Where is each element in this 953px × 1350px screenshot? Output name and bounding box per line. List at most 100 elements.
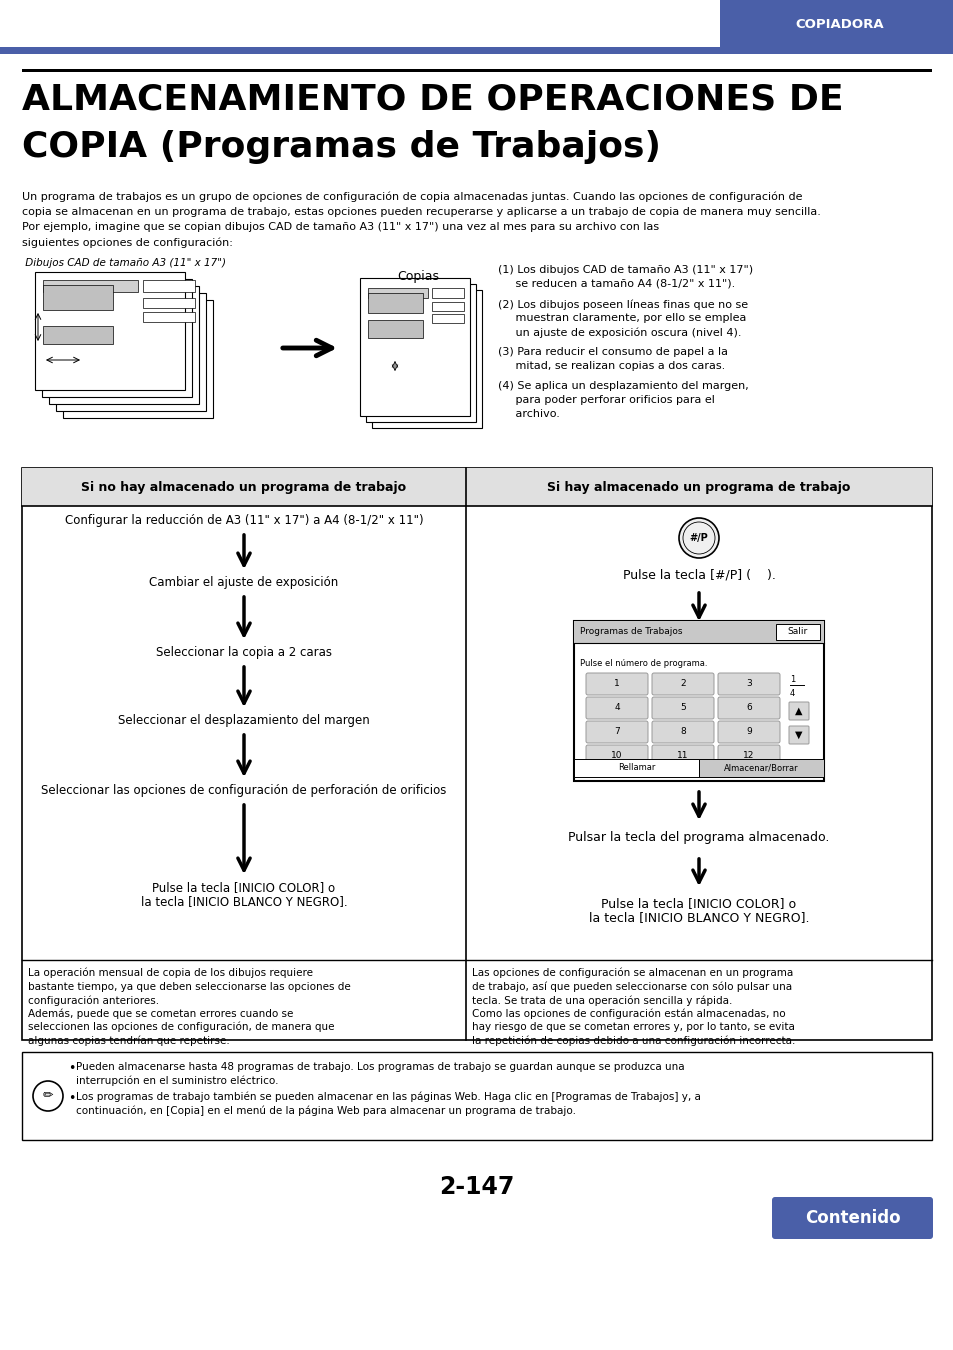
Text: Las opciones de configuración se almacenan en un programa: Las opciones de configuración se almacen… (472, 968, 792, 979)
Text: Pulse la tecla [INICIO COLOR] o: Pulse la tecla [INICIO COLOR] o (152, 882, 335, 894)
FancyBboxPatch shape (585, 721, 647, 743)
Circle shape (33, 1081, 63, 1111)
FancyBboxPatch shape (651, 721, 713, 743)
Bar (143, 312, 194, 323)
Text: (2) Los dibujos poseen líneas finas que no se: (2) Los dibujos poseen líneas finas que … (497, 298, 747, 309)
FancyBboxPatch shape (651, 674, 713, 695)
Text: siguientes opciones de configuración:: siguientes opciones de configuración: (22, 238, 233, 247)
FancyBboxPatch shape (788, 726, 808, 744)
Bar (143, 279, 194, 292)
Text: Contenido: Contenido (803, 1210, 900, 1227)
Text: bastante tiempo, ya que deben seleccionarse las opciones de: bastante tiempo, ya que deben selecciona… (28, 981, 351, 991)
Bar (35, 271, 185, 390)
Bar (699, 759, 823, 778)
FancyBboxPatch shape (651, 697, 713, 720)
Text: Un programa de trabajos es un grupo de opciones de configuración de copia almace: Un programa de trabajos es un grupo de o… (22, 192, 801, 202)
Text: de trabajo, así que pueden seleccionarse con sólo pulsar una: de trabajo, así que pueden seleccionarse… (472, 981, 791, 992)
Text: Rellamar: Rellamar (618, 764, 655, 772)
Bar (42, 279, 192, 397)
Bar (143, 298, 194, 308)
Text: 8: 8 (679, 728, 685, 737)
Circle shape (679, 518, 719, 558)
Text: algunas copias tendrían que repetirse.: algunas copias tendrían que repetirse. (28, 1035, 230, 1046)
Text: 1: 1 (614, 679, 619, 688)
Text: Seleccionar la copia a 2 caras: Seleccionar la copia a 2 caras (156, 647, 332, 659)
Bar (574, 621, 823, 782)
Bar (63, 300, 213, 418)
Text: copia se almacenan en un programa de trabajo, estas opciones pueden recuperarse : copia se almacenan en un programa de tra… (22, 207, 820, 217)
Bar (574, 621, 823, 643)
Text: 2-147: 2-147 (438, 1174, 515, 1199)
Text: 6: 6 (745, 703, 751, 713)
Text: ▲: ▲ (795, 706, 801, 716)
Bar (432, 302, 463, 311)
Text: ▼: ▼ (795, 730, 801, 740)
Text: Pulse la tecla [INICIO COLOR] o: Pulse la tecla [INICIO COLOR] o (600, 896, 796, 910)
Text: Salir: Salir (787, 628, 807, 636)
Text: interrupción en el suministro eléctrico.: interrupción en el suministro eléctrico. (76, 1075, 278, 1085)
Text: La operación mensual de copia de los dibujos requiere: La operación mensual de copia de los dib… (28, 968, 313, 979)
Text: continuación, en [Copia] en el menú de la página Web para almacenar un programa : continuación, en [Copia] en el menú de l… (76, 1106, 576, 1115)
Text: •: • (68, 1092, 75, 1106)
Text: Si no hay almacenado un programa de trabajo: Si no hay almacenado un programa de trab… (81, 481, 406, 494)
Bar (43, 325, 112, 344)
Text: 11: 11 (677, 752, 688, 760)
Text: COPIADORA: COPIADORA (795, 18, 883, 31)
Bar (775, 624, 820, 640)
Text: seleccionen las opciones de configuración, de manera que: seleccionen las opciones de configuració… (28, 1022, 335, 1033)
Bar (432, 288, 463, 298)
Text: se reducen a tamaño A4 (8-1/2" x 11").: se reducen a tamaño A4 (8-1/2" x 11"). (497, 279, 735, 289)
Text: Seleccionar el desplazamiento del margen: Seleccionar el desplazamiento del margen (118, 714, 370, 728)
Text: 3: 3 (745, 679, 751, 688)
Text: 12: 12 (742, 752, 754, 760)
Bar (56, 293, 206, 410)
Text: Configurar la reducción de A3 (11" x 17") a A4 (8-1/2" x 11"): Configurar la reducción de A3 (11" x 17"… (65, 514, 423, 526)
Text: Cambiar el ajuste de exposición: Cambiar el ajuste de exposición (150, 576, 338, 589)
Text: #/P: #/P (689, 533, 708, 543)
Text: 10: 10 (611, 752, 622, 760)
Bar (432, 315, 463, 323)
Text: Dibujos CAD de tamaño A3 (11" x 17"): Dibujos CAD de tamaño A3 (11" x 17") (22, 258, 226, 269)
FancyBboxPatch shape (585, 745, 647, 767)
Text: ✏: ✏ (43, 1089, 53, 1103)
Bar (22, 1052, 931, 1139)
Bar (368, 320, 422, 338)
Bar (43, 285, 112, 310)
Bar (368, 288, 428, 298)
Text: Pulse el número de programa.: Pulse el número de programa. (579, 659, 707, 668)
Text: 5: 5 (679, 703, 685, 713)
Text: 4: 4 (789, 688, 795, 698)
FancyBboxPatch shape (651, 745, 713, 767)
Text: Seleccionar las opciones de configuración de perforación de orificios: Seleccionar las opciones de configuració… (41, 784, 446, 796)
Text: tecla. Se trata de una operación sencilla y rápida.: tecla. Se trata de una operación sencill… (472, 995, 732, 1006)
Text: •: • (68, 1062, 75, 1075)
Text: COPIA (Programas de Trabajos): COPIA (Programas de Trabajos) (22, 130, 660, 163)
Text: Almacenar/Borrar: Almacenar/Borrar (723, 764, 798, 772)
Text: Si hay almacenado un programa de trabajo: Si hay almacenado un programa de trabajo (547, 481, 850, 494)
FancyBboxPatch shape (718, 697, 780, 720)
Text: Pulsar la tecla del programa almacenado.: Pulsar la tecla del programa almacenado. (568, 832, 829, 844)
Bar (366, 284, 476, 423)
Bar (22, 468, 931, 1040)
Bar (0, 47, 953, 54)
FancyBboxPatch shape (585, 674, 647, 695)
FancyBboxPatch shape (718, 721, 780, 743)
Text: Los programas de trabajo también se pueden almacenar en las páginas Web. Haga cl: Los programas de trabajo también se pued… (76, 1092, 700, 1103)
FancyBboxPatch shape (718, 674, 780, 695)
Text: configuración anteriores.: configuración anteriores. (28, 995, 159, 1006)
Bar (22, 69, 931, 72)
Text: la tecla [INICIO BLANCO Y NEGRO].: la tecla [INICIO BLANCO Y NEGRO]. (588, 911, 808, 923)
Bar (368, 293, 422, 313)
FancyBboxPatch shape (718, 745, 780, 767)
Text: hay riesgo de que se cometan errores y, por lo tanto, se evita: hay riesgo de que se cometan errores y, … (472, 1022, 794, 1031)
Text: Copias: Copias (396, 270, 438, 284)
Text: 7: 7 (614, 728, 619, 737)
Bar (359, 278, 470, 416)
FancyBboxPatch shape (788, 702, 808, 720)
Text: la tecla [INICIO BLANCO Y NEGRO].: la tecla [INICIO BLANCO Y NEGRO]. (140, 895, 347, 909)
Bar (372, 290, 481, 428)
Text: Programas de Trabajos: Programas de Trabajos (579, 628, 681, 636)
Text: 1: 1 (789, 675, 795, 684)
Text: mitad, se realizan copias a dos caras.: mitad, se realizan copias a dos caras. (497, 360, 724, 371)
Text: Como las opciones de configuración están almacenadas, no: Como las opciones de configuración están… (472, 1008, 785, 1019)
